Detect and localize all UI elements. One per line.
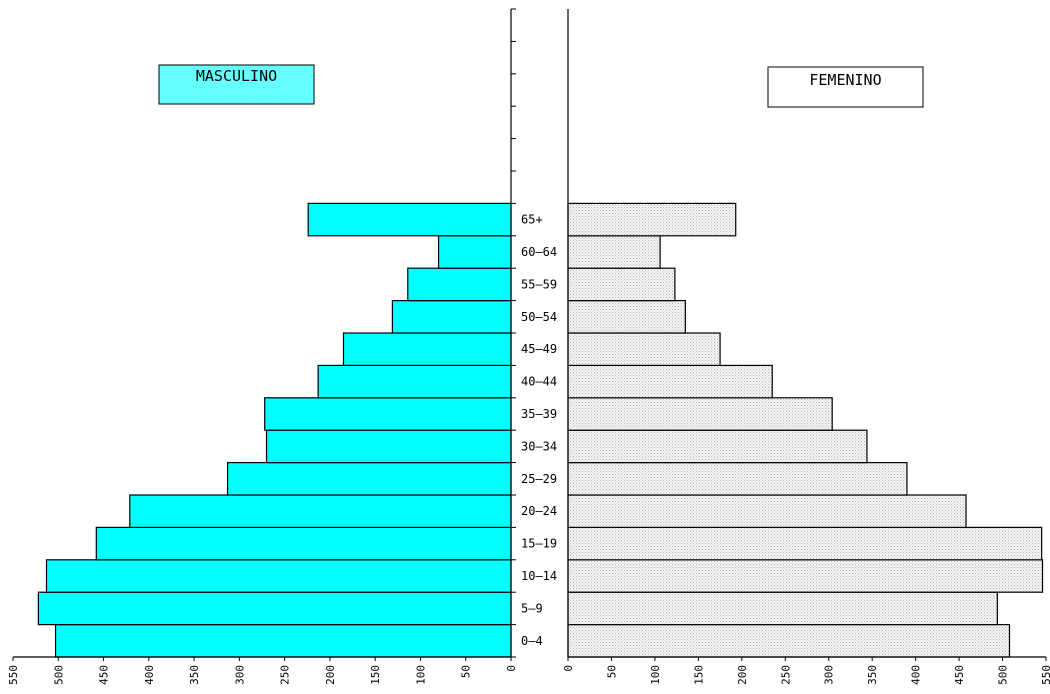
bar-femenino-60-64: [567, 235, 661, 269]
left-x-tick-label: 450: [98, 665, 111, 685]
bar-masculino-0-4: [54, 623, 512, 658]
left-x-tick-label: 500: [52, 665, 65, 685]
legend-femenino-box: [767, 66, 924, 108]
bar-masculino-45-49: [342, 332, 512, 367]
age-label-15-19: 15–19: [521, 537, 557, 551]
bar-masculino-10-14: [45, 559, 512, 593]
bar-femenino-35-39: [567, 397, 833, 431]
bar-femenino-55-59: [567, 267, 676, 302]
femenino-panel: 0 50 100 150 200 250 300 350 400 450 500 550: [562, 9, 1050, 685]
bar-femenino-65+: [567, 202, 737, 237]
left-x-tick-label: 400: [143, 665, 156, 685]
right-x-tick-label: 200: [736, 665, 749, 685]
bar-masculino-55-59: [407, 267, 512, 302]
age-label-30-34: 30–34: [521, 439, 557, 453]
legend-masculino-label: MASCULINO: [196, 67, 277, 85]
right-x-tick-label: 150: [692, 665, 705, 685]
bar-femenino-50-54: [567, 300, 686, 334]
masculino-panel: 0 50 100 150 200 250 300 350 400 450 500 550: [7, 8, 518, 685]
right-x-tick-label: 550: [1040, 665, 1050, 685]
right-x-tick-label: 350: [866, 665, 879, 685]
left-x-tick-label: 150: [369, 665, 382, 685]
left-x-tick-label: 250: [279, 665, 292, 685]
bar-masculino-60-64: [437, 235, 512, 269]
left-x-tick-label: 550: [7, 665, 20, 685]
bar-masculino-65+: [307, 202, 512, 237]
age-label-5-9: 5–9: [521, 601, 543, 615]
left-x-tick-label: 300: [233, 665, 246, 685]
right-x-tick-label: 300: [823, 665, 836, 685]
bar-femenino-20-24: [567, 494, 967, 529]
bar-masculino-30-34: [265, 429, 512, 464]
age-label-50-54: 50–54: [521, 310, 557, 324]
left-x-tick-label: 100: [414, 665, 427, 685]
age-label-65+: 65+: [521, 213, 543, 227]
legend-masculino-box: [158, 64, 315, 105]
age-label-40-44: 40–44: [521, 375, 557, 389]
age-label-55-59: 55–59: [521, 277, 557, 291]
bar-masculino-40-44: [317, 364, 512, 399]
right-x-tick-label: 50: [605, 665, 618, 678]
right-x-tick-label: 450: [953, 665, 966, 685]
bar-masculino-25-29: [226, 462, 512, 496]
left-x-tick-label: 50: [460, 665, 473, 678]
age-label-60-64: 60–64: [521, 245, 557, 259]
age-label-0-4: 0–4: [521, 634, 543, 648]
bar-masculino-15-19: [95, 526, 512, 561]
legend-masculino: MASCULINO: [158, 64, 315, 105]
left-x-tick-label: 200: [324, 665, 337, 685]
bar-femenino-30-34: [567, 429, 868, 464]
right-x-tick-label: 400: [910, 665, 923, 685]
bar-masculino-20-24: [129, 494, 512, 529]
age-label-10-14: 10–14: [521, 569, 557, 583]
age-label-35-39: 35–39: [521, 407, 557, 421]
bar-femenino-5-9: [567, 591, 998, 626]
right-x-tick-label: 100: [649, 665, 662, 685]
right-x-tick-label: 0: [562, 665, 575, 672]
bar-femenino-25-29: [567, 462, 908, 496]
age-group-labels: 0–4 5–9 10–14 15–19 20–24 25–29 30–34 35–39 40–4…: [521, 213, 557, 648]
bar-femenino-10-14: [567, 559, 1044, 593]
right-x-tick-label: 250: [779, 665, 792, 685]
legend-femenino-label: FEMENINO: [809, 71, 881, 89]
age-label-45-49: 45–49: [521, 342, 557, 356]
bar-masculino-50-54: [391, 300, 512, 334]
bar-masculino-5-9: [37, 591, 512, 626]
bar-femenino-0-4: [567, 623, 1011, 658]
bar-masculino-35-39: [264, 397, 512, 431]
legend-femenino: FEMENINO: [767, 66, 924, 108]
right-x-tick-label: 500: [997, 665, 1010, 685]
bar-femenino-40-44: [567, 364, 773, 399]
age-label-20-24: 20–24: [521, 504, 557, 518]
left-x-tick-label: 0: [505, 665, 518, 672]
bar-femenino-15-19: [567, 526, 1043, 561]
bar-femenino-45-49: [567, 332, 721, 367]
age-label-25-29: 25–29: [521, 472, 557, 486]
left-x-tick-label: 350: [188, 665, 201, 685]
